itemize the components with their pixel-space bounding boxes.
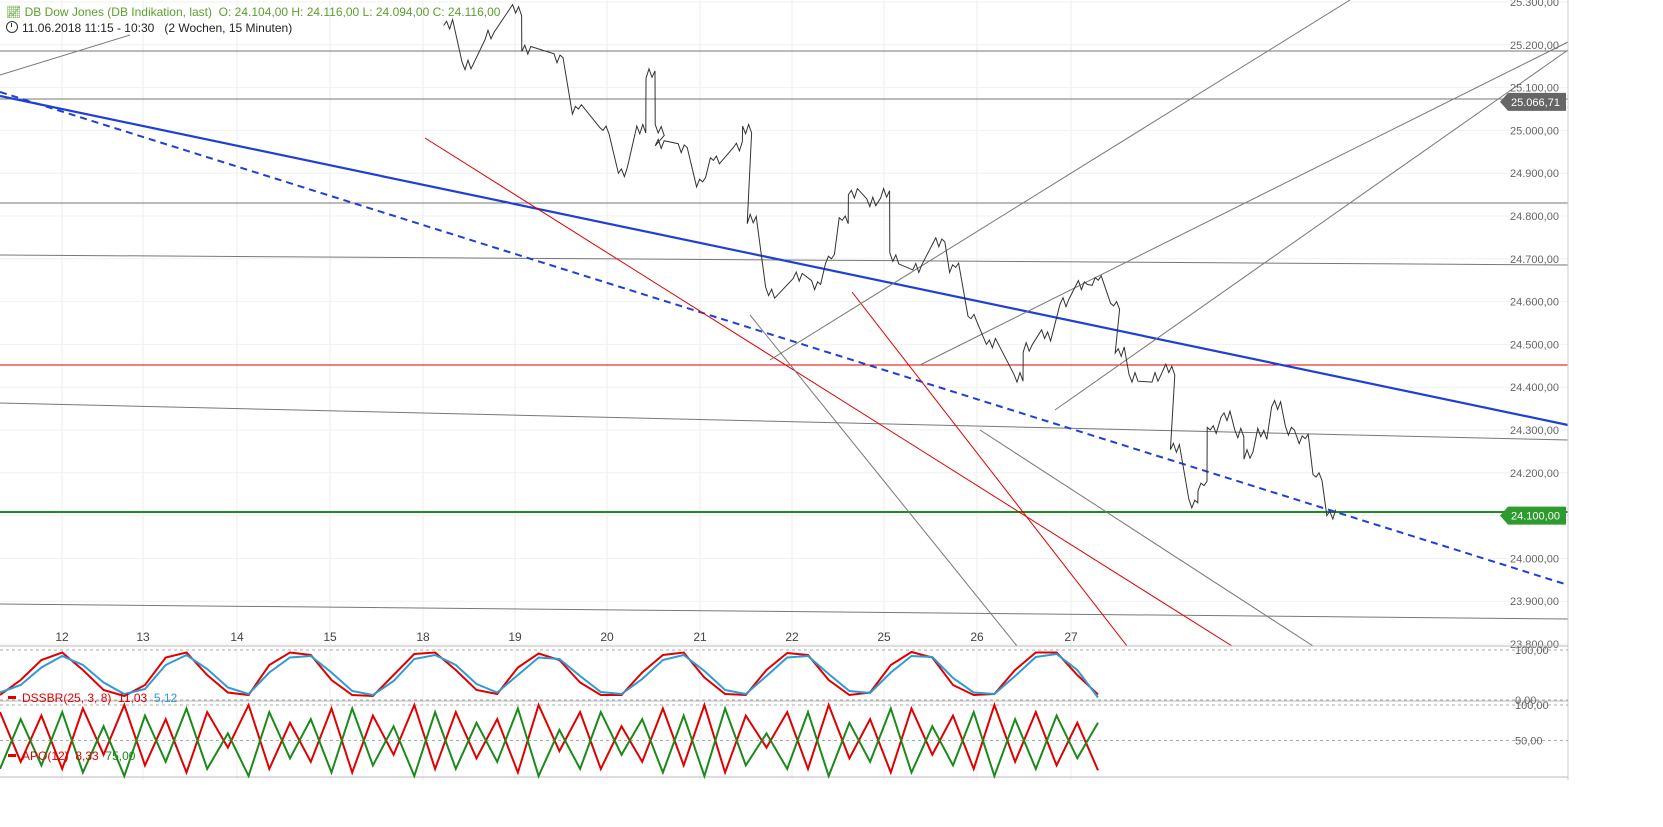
- dssbr-series-1: [0, 652, 1099, 699]
- price-tick-label-9: 24.400,00: [1510, 382, 1559, 394]
- price-tick-label-7: 24.600,00: [1510, 297, 1559, 309]
- price-tick-label-6: 24.700,00: [1510, 254, 1559, 266]
- trend-line-red-2: [851, 291, 1128, 647]
- price-tick-label-2: 25.100,00: [1510, 83, 1559, 95]
- apo-tick-label-1: 50,00: [1515, 736, 1543, 748]
- price-tick-label-1: 25.200,00: [1510, 40, 1559, 52]
- instrument-icon: 📈︎: [6, 5, 22, 19]
- price-marker-label-0: 25.066,71: [1511, 97, 1560, 109]
- channel-line-top-left: [0, 34, 131, 76]
- dssbr-color-swatch: [8, 696, 16, 699]
- price-series: [443, 3, 1337, 521]
- apo-tick-label-0: 100,00: [1515, 700, 1549, 712]
- channel-line-3: [1054, 49, 1569, 411]
- trend-line-blue-dashed: [0, 91, 1569, 586]
- price-tick-label-13: 24.000,00: [1510, 553, 1559, 565]
- price-tick-label-11: 24.200,00: [1510, 468, 1559, 480]
- trend-line-red-1: [424, 137, 1233, 647]
- price-markers: 25.066,71 24.100,00: [1500, 92, 1566, 525]
- apo-panel: 100,00 50,00: [0, 700, 1568, 780]
- dssbr-tick-label-0: 100,00: [1515, 645, 1549, 657]
- price-tick-label-0: 25.300,00: [1510, 0, 1559, 9]
- time-tick-label-9: 25: [877, 630, 891, 644]
- instrument-name: DB Dow Jones (DB Indikation, last): [24, 5, 212, 19]
- apo-legend[interactable]: APO(12) 8,33 75,00: [8, 749, 135, 763]
- channel-line-1: [769, 0, 1351, 361]
- level-line-24350: [0, 402, 1569, 441]
- dssbr-series-0: [0, 650, 1099, 698]
- price-line: [443, 3, 1337, 521]
- apo-value-2: 75,00: [105, 749, 136, 763]
- channel-line-2: [919, 41, 1569, 366]
- price-tick-label-8: 24.500,00: [1510, 339, 1559, 351]
- price-marker-bg-0: [1500, 92, 1566, 111]
- period-interval: (2 Wochen, 15 Minuten): [164, 21, 293, 35]
- time-tick-label-1: 13: [136, 630, 150, 644]
- apo-color-swatch: [8, 754, 16, 757]
- time-tick-label-8: 22: [785, 630, 799, 644]
- grid: [0, 0, 1568, 780]
- price-tick-label-4: 24.900,00: [1510, 168, 1559, 180]
- price-tick-label-14: 23.900,00: [1510, 596, 1559, 608]
- price-marker-label-1: 24.100,00: [1511, 511, 1560, 523]
- time-tick-label-0: 12: [55, 630, 69, 644]
- dssbr-value-1: 11,03: [118, 691, 148, 705]
- channel-line-4: [749, 314, 1018, 647]
- price-marker-bg-1: [1500, 506, 1566, 525]
- time-tick-label-5: 19: [508, 630, 522, 644]
- channel-line-5: [979, 429, 1314, 647]
- clock-icon: [6, 21, 18, 33]
- time-tick-label-11: 27: [1064, 630, 1078, 644]
- dssbr-legend[interactable]: DSSBR(25, 3, 8) 11,03 5,12: [8, 691, 177, 705]
- time-tick-label-3: 15: [323, 630, 337, 644]
- time-tick-label-6: 20: [600, 630, 614, 644]
- time-tick-label-4: 18: [416, 630, 430, 644]
- apo-series-1: [0, 705, 1099, 780]
- price-tick-label-15: 23.800,00: [1510, 639, 1559, 651]
- time-tick-label-7: 21: [693, 630, 707, 644]
- price-axis: 25.300,00 25.200,00 25.100,00 25.000,00 24.9…: [1510, 0, 1569, 780]
- period-range: 11.06.2018 11:15 - 10:30: [22, 21, 155, 35]
- price-tick-label-5: 24.800,00: [1510, 211, 1559, 223]
- dssbr-panel: 100,00 0,00: [0, 645, 1568, 707]
- time-tick-label-2: 14: [230, 630, 244, 644]
- trend-line-blue-solid: [0, 94, 1569, 427]
- instrument-header[interactable]: 📈︎ DB Dow Jones (DB Indikation, last) O:…: [6, 5, 500, 19]
- dssbr-tick-label-1: 0,00: [1515, 695, 1536, 707]
- time-axis: 12 13 14 15 18 19 20 21 22 25 26 27: [0, 630, 1568, 647]
- ohlc-values: O: 24.104,00 H: 24.116,00 L: 24.094,00 C…: [218, 5, 501, 19]
- period-header: 11.06.2018 11:15 - 10:30 (2 Wochen, 15 M…: [6, 21, 292, 35]
- drawing-tools: [0, 0, 1569, 647]
- dssbr-value-2: 5,12: [153, 691, 178, 705]
- price-tick-label-10: 24.300,00: [1510, 425, 1559, 437]
- level-line-23880: [0, 603, 1569, 620]
- apo-value-1: 8,33: [75, 749, 99, 763]
- price-tick-label-3: 25.000,00: [1510, 125, 1559, 137]
- dssbr-title: DSSBR(25, 3, 8): [22, 691, 112, 705]
- apo-series-0: [0, 701, 1099, 776]
- time-tick-label-10: 26: [970, 630, 984, 644]
- apo-title: APO(12): [22, 749, 69, 763]
